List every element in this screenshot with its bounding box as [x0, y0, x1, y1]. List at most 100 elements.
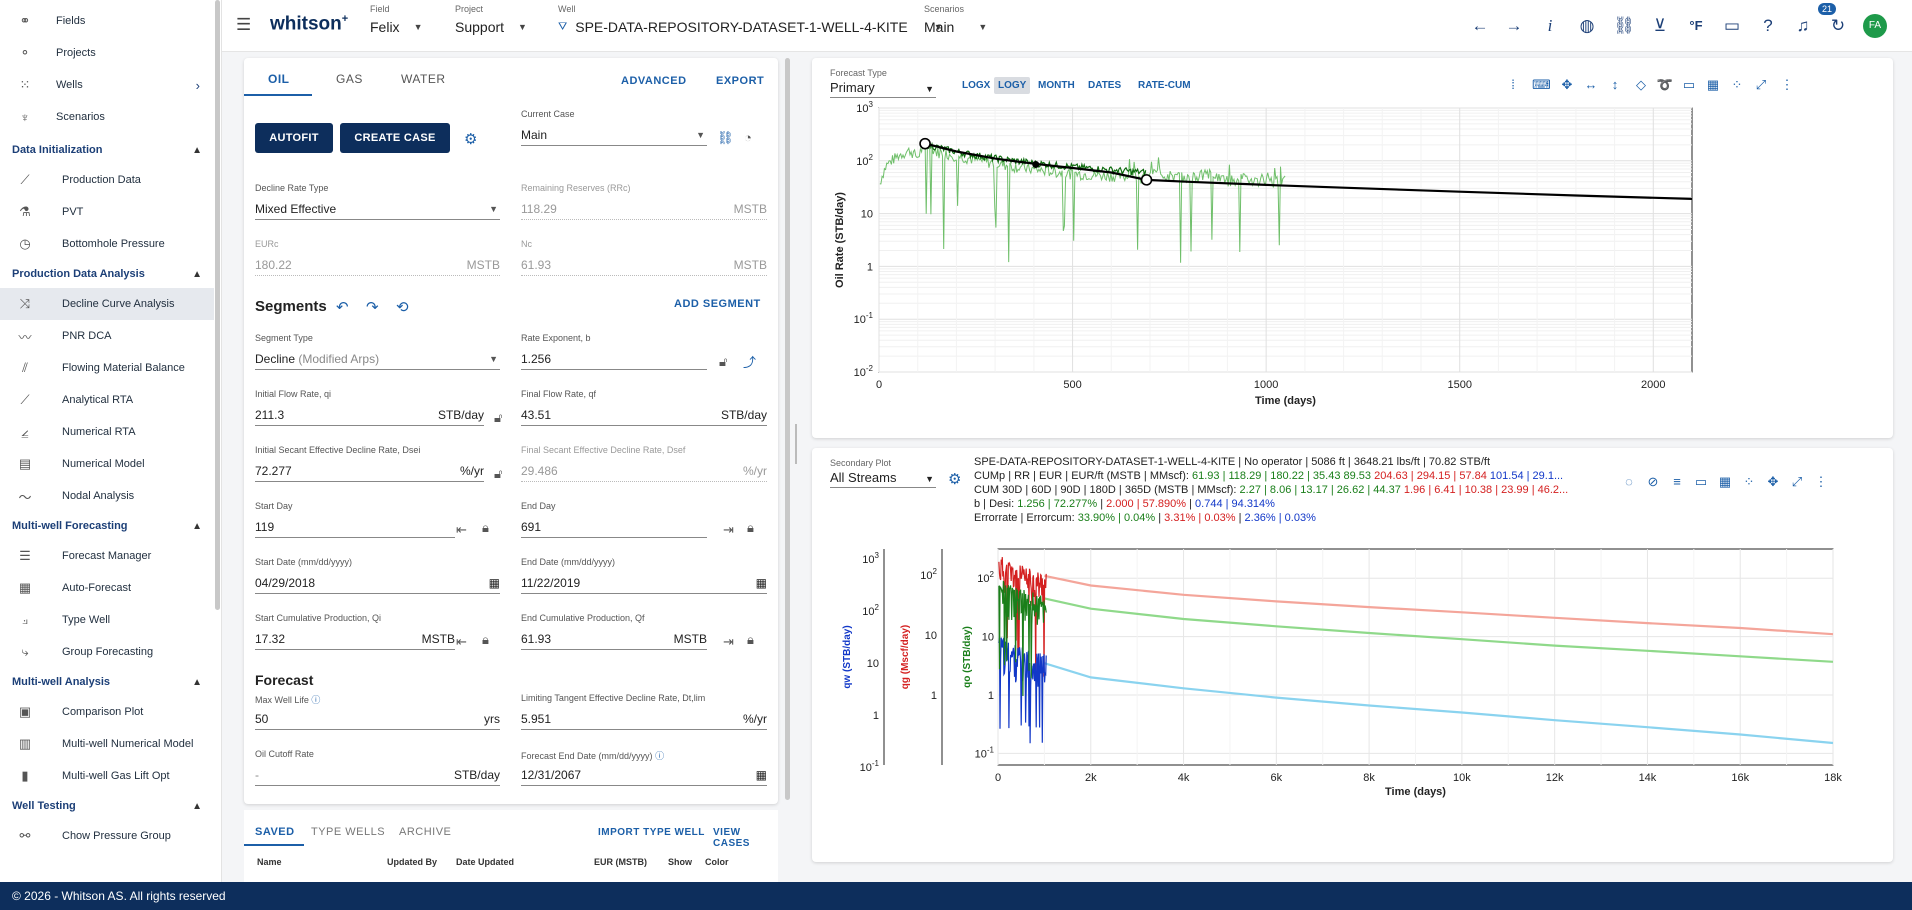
sidebar-section-production-data-analysis[interactable]: Production Data Analysis ▲	[0, 260, 214, 288]
segment-type-select[interactable]: Segment Type Decline (Modified Arps) ▼	[255, 333, 500, 370]
table-header-date-updated[interactable]: Date Updated	[456, 857, 515, 867]
oil-rate-chart[interactable]: 10-2 10-1 1 10 102 103 0 500 1000 1500 2000 Time (d…	[812, 58, 1893, 438]
sidebar-item-analytical-rta[interactable]: ⟋ Analytical RTA	[0, 384, 214, 416]
forecast-type-select[interactable]: Primary ▼	[830, 80, 936, 98]
redo-icon[interactable]: ↷	[366, 299, 379, 316]
splitter-handle[interactable]	[795, 424, 797, 464]
well-select[interactable]: Well ⛛ SPE-DATA-REPOSITORY-DATASET-1-WELL-…	[558, 4, 943, 35]
sidebar-item-pnr-dca[interactable]: 〰 PNR DCA	[0, 320, 214, 352]
tab-water[interactable]: WATER	[401, 72, 446, 86]
sidebar-item-projects[interactable]: ⚬ Projects	[0, 37, 214, 69]
more-vert-icon[interactable]: ⋮	[1780, 77, 1794, 92]
sidebar-item-flowing-material-balance[interactable]: ⫽ Flowing Material Balance	[0, 352, 214, 384]
lock-icon[interactable]: 🔒︎	[482, 520, 489, 535]
sidebar-item-multi-well-gas-lift-opt[interactable]: ▮ Multi-well Gas Lift Opt	[0, 760, 214, 792]
unlock-icon[interactable]: 🔓︎	[494, 410, 503, 425]
snap-start-icon[interactable]: ⇤	[456, 522, 467, 537]
sidebar-scrollbar[interactable]	[215, 0, 220, 610]
forecast-end-date-field[interactable]: Forecast End Date (mm/dd/yyyy) ⓘ 12/31/20…	[521, 751, 767, 786]
history-check-icon[interactable]: ◔	[744, 130, 752, 145]
rate-exponent-field[interactable]: Rate Exponent, b 1.256	[521, 333, 707, 370]
sidebar-item-scenarios[interactable]: ♆ Scenarios	[0, 101, 214, 133]
menu-icon[interactable]: ☰	[236, 15, 252, 34]
export-button[interactable]: EXPORT	[716, 75, 765, 87]
trend-icon[interactable]: ⤴	[743, 355, 757, 370]
drag-handle-icon[interactable]: ⁞	[1511, 77, 1515, 92]
sliders-icon[interactable]: ⚙	[464, 131, 478, 148]
bell-icon[interactable]: ♫	[1796, 16, 1810, 35]
scatter-icon[interactable]: ⁘	[1743, 474, 1755, 489]
temperature-unit-icon[interactable]: °F	[1689, 18, 1703, 33]
keyboard-icon[interactable]: ⌨	[1532, 77, 1551, 92]
lock-icon[interactable]: 🔒︎	[747, 632, 754, 647]
more-vert-icon[interactable]: ⋮	[1814, 474, 1828, 489]
table-icon[interactable]: ▦	[1718, 474, 1732, 489]
chart-tool-month[interactable]: MONTH	[1038, 80, 1075, 91]
field-select[interactable]: Field Felix ▼	[370, 4, 423, 35]
sidebar-section-data-initialization[interactable]: Data Initialization ▲	[0, 136, 214, 164]
lock-icon[interactable]: 🔒︎	[482, 632, 489, 647]
comment-icon[interactable]: ▭	[1694, 474, 1708, 489]
max-well-life-field[interactable]: Max Well Life ⓘ 50 yrs	[255, 695, 500, 730]
scatter-icon[interactable]: ⁘	[1731, 77, 1743, 92]
autofit-button[interactable]: AUTOFIT	[255, 123, 333, 153]
refresh-icon[interactable]: ↻	[1830, 16, 1846, 35]
fullscreen-icon[interactable]: ⤢	[1791, 474, 1803, 489]
sidebar-item-wells[interactable]: ⁙ Wells ›	[0, 69, 214, 101]
tab-oil[interactable]: OIL	[268, 72, 290, 86]
sidebar-item-fields[interactable]: ⚭ Fields	[0, 5, 214, 37]
initial-flow-rate-field[interactable]: Initial Flow Rate, qi 211.3 STB/day	[255, 389, 484, 426]
tab-type-wells[interactable]: TYPE WELLS	[311, 826, 386, 838]
sidebar-item-bottomhole-pressure[interactable]: ◷ Bottomhole Pressure	[0, 228, 214, 260]
link-icon[interactable]: ⛓	[1613, 16, 1635, 35]
table-header-eur[interactable]: EUR (MSTB)	[594, 857, 647, 867]
table-header-color[interactable]: Color	[705, 857, 729, 867]
final-flow-rate-field[interactable]: Final Flow Rate, qf 43.51 STB/day	[521, 389, 767, 426]
current-case-select[interactable]: Current Case Main ▼	[521, 109, 707, 146]
sidebar-item-auto-forecast[interactable]: ▦ Auto-Forecast	[0, 572, 214, 604]
sidebar-item-decline-curve-analysis[interactable]: ⤨ Decline Curve Analysis	[0, 288, 214, 320]
undo-icon[interactable]: ↶	[336, 299, 349, 316]
vertical-zoom-icon[interactable]: ↕	[1611, 77, 1619, 92]
sidebar-section-multi-well-forecasting[interactable]: Multi-well Forecasting ▲	[0, 512, 214, 540]
chart-tool-rate-cum[interactable]: RATE-CUM	[1138, 80, 1191, 91]
tab-saved[interactable]: SAVED	[255, 826, 295, 838]
comment-icon[interactable]: ▭	[1682, 77, 1696, 92]
sidebar-item-numerical-model[interactable]: ▤ Numerical Model	[0, 448, 214, 480]
advanced-button[interactable]: ADVANCED	[621, 75, 687, 87]
initial-decline-rate-field[interactable]: Initial Secant Effective Decline Rate, D…	[255, 445, 484, 482]
end-cumulative-field[interactable]: End Cumulative Production, Qf 61.93 MSTB	[521, 613, 707, 650]
start-cumulative-field[interactable]: Start Cumulative Production, Qi 17.32 MSTB	[255, 613, 455, 650]
end-day-field[interactable]: End Day 691	[521, 501, 707, 538]
settings-gear-icon[interactable]: ⚙	[948, 471, 962, 488]
end-date-field[interactable]: End Date (mm/dd/yyyy) 11/22/2019 ▦	[521, 557, 767, 594]
sidebar-item-comparison-plot[interactable]: ▣ Comparison Plot	[0, 696, 214, 728]
sidebar-item-numerical-rta[interactable]: ⦤ Numerical RTA	[0, 416, 214, 448]
list-icon[interactable]: ≡	[1673, 474, 1681, 489]
download-icon[interactable]: ⊻	[1653, 16, 1667, 35]
pan-icon[interactable]: ✥	[1561, 77, 1573, 92]
chart-tool-logx[interactable]: LOGX	[962, 80, 991, 91]
info-icon[interactable]: i	[1547, 16, 1553, 35]
sidebar-item-group-forecasting[interactable]: ⤷ Group Forecasting	[0, 636, 214, 668]
chart-tool-dates[interactable]: DATES	[1088, 80, 1122, 91]
avatar[interactable]: FA	[1863, 14, 1887, 38]
scenarios-select[interactable]: Scenarios Main ▼	[924, 4, 988, 35]
project-select[interactable]: Project Support ▼	[455, 4, 527, 35]
sidebar-item-type-well[interactable]: ⟓ Type Well	[0, 604, 214, 636]
tab-archive[interactable]: ARCHIVE	[399, 826, 452, 838]
sidebar-item-forecast-manager[interactable]: ☰ Forecast Manager	[0, 540, 214, 572]
all-streams-chart[interactable]: 10-1 1 10 102 0 2k 4k 6k 8k 10k 12k 14k 16k 18k Time (…	[812, 448, 1893, 862]
limiting-decline-field[interactable]: Limiting Tangent Effective Decline Rate,…	[521, 693, 767, 730]
help-icon[interactable]: ?	[1763, 16, 1773, 35]
snap-end-icon[interactable]: ⇥	[723, 522, 734, 537]
table-header-updated-by[interactable]: Updated By	[387, 857, 438, 867]
globe-icon[interactable]: ◍	[1579, 16, 1595, 35]
chart-tool-logy[interactable]: LOGY	[994, 77, 1031, 94]
link-icon[interactable]: ⛓	[717, 130, 734, 145]
add-segment-button[interactable]: ADD SEGMENT	[674, 298, 761, 310]
forward-arrow-icon[interactable]: →	[1505, 16, 1523, 35]
pan-icon[interactable]: ✥	[1767, 474, 1779, 489]
snap-start-icon[interactable]: ⇤	[456, 634, 467, 649]
feedback-icon[interactable]: ▭	[1723, 16, 1741, 35]
